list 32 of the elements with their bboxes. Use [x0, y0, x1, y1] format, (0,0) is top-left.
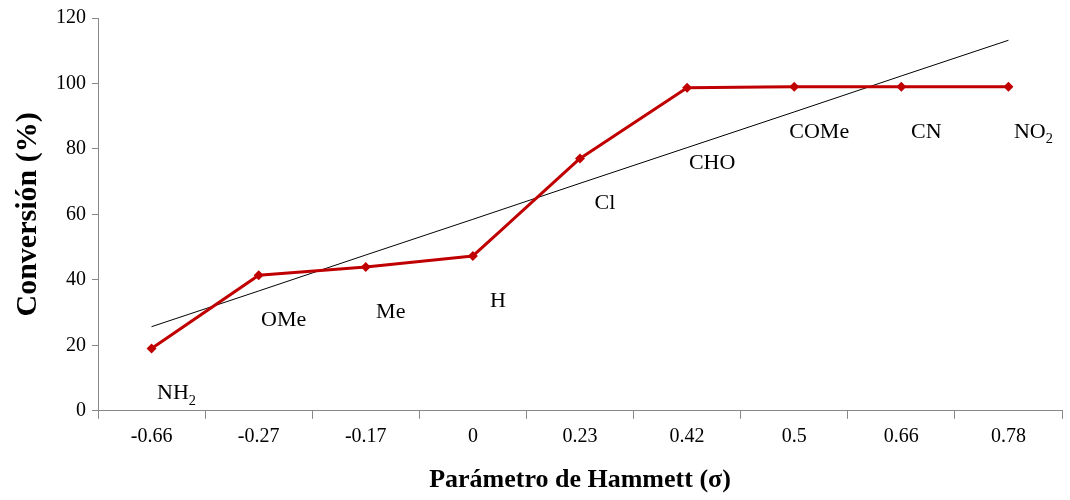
- y-tick-label: 20: [66, 332, 86, 355]
- y-tick-label: 120: [56, 5, 86, 28]
- annotation: CHO: [688, 148, 736, 174]
- x-tick-label: -0.17: [344, 424, 387, 447]
- point: [896, 81, 907, 92]
- y-tick-label: 60: [66, 201, 86, 224]
- y-tick-label: 100: [56, 70, 86, 93]
- x-axis-title: Parámetro de Hammett (σ): [429, 464, 731, 494]
- y-tick-label: 40: [66, 267, 86, 290]
- annotation: CN: [911, 117, 942, 143]
- point: [1003, 81, 1014, 92]
- x-tick-label: 0.78: [990, 424, 1026, 447]
- point: [575, 153, 585, 164]
- annotation: OMe: [261, 306, 307, 332]
- y-tick-label: 80: [66, 136, 86, 159]
- point: [789, 81, 800, 92]
- point: [146, 343, 157, 354]
- x-tick-label: 0.5: [781, 424, 807, 447]
- point: [253, 270, 264, 281]
- x-tick-label: -0.66: [130, 424, 173, 447]
- annotation: COMe: [789, 117, 850, 143]
- x-tick-label: -0.27: [237, 424, 280, 447]
- annotation: Cl: [594, 189, 616, 215]
- y-tick-label: 0: [76, 398, 86, 421]
- x-tick-label: 0.42: [669, 424, 705, 447]
- x-tick-label: 0: [467, 424, 478, 447]
- x-tick-label: 0.23: [562, 424, 598, 447]
- annotation: Me: [376, 297, 406, 323]
- annotation: H: [489, 286, 506, 312]
- point: [360, 262, 371, 273]
- x-tick-label: 0.66: [883, 424, 919, 447]
- y-axis-title: Conversión (%): [8, 112, 43, 317]
